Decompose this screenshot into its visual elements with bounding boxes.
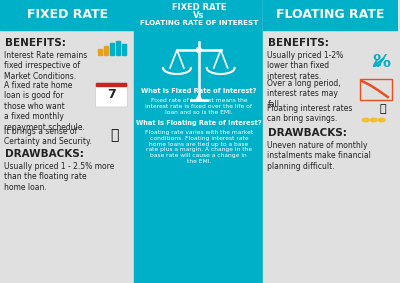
Text: Floating rate varies with the market
conditions. Floating interest rate
home loa: Floating rate varies with the market con… bbox=[145, 130, 253, 164]
Text: FIXED RATE: FIXED RATE bbox=[172, 3, 226, 12]
Text: %: % bbox=[373, 53, 391, 71]
Text: Interest Rate remains
fixed irrespective of
Market Conditions.: Interest Rate remains fixed irrespective… bbox=[4, 51, 87, 81]
Bar bbox=[104, 46, 108, 55]
Text: DRAWBACKS:: DRAWBACKS: bbox=[268, 128, 347, 138]
Text: Floating interest rates
can bring savings.: Floating interest rates can bring saving… bbox=[268, 104, 353, 123]
Ellipse shape bbox=[370, 118, 377, 122]
Bar bbox=[0, 0, 134, 30]
Text: Fixed rate of interest means the
interest rate is fixed over the life of
loan an: Fixed rate of interest means the interes… bbox=[145, 98, 252, 115]
Bar bbox=[0, 0, 134, 283]
Text: It brings a sense of
Certainty and Security.: It brings a sense of Certainty and Secur… bbox=[4, 127, 92, 146]
Text: FLOATING RATE OF INTEREST: FLOATING RATE OF INTEREST bbox=[140, 20, 258, 26]
Text: BENEFITS:: BENEFITS: bbox=[5, 38, 66, 48]
Text: BENEFITS:: BENEFITS: bbox=[268, 38, 329, 48]
Bar bbox=[116, 41, 120, 55]
Bar bbox=[134, 0, 264, 283]
Text: Usually priced 1 - 2.5% more
than the floating rate
home loan.: Usually priced 1 - 2.5% more than the fl… bbox=[4, 162, 114, 192]
Text: What is Fixed Rate of Interest?: What is Fixed Rate of Interest? bbox=[141, 88, 256, 94]
Text: What is Floating Rate of Interest?: What is Floating Rate of Interest? bbox=[136, 120, 262, 126]
Bar bbox=[264, 0, 398, 30]
Ellipse shape bbox=[362, 118, 369, 122]
Bar bbox=[264, 0, 398, 283]
Bar bbox=[360, 79, 392, 100]
Ellipse shape bbox=[196, 48, 201, 53]
Text: FIXED RATE: FIXED RATE bbox=[26, 8, 108, 22]
Ellipse shape bbox=[378, 118, 385, 122]
Text: 👤: 👤 bbox=[380, 104, 386, 114]
Text: A fixed rate home
loan is good for
those who want
a fixed monthly
repayment sche: A fixed rate home loan is good for those… bbox=[4, 81, 85, 132]
Text: Usually priced 1-2%
lower than fixed
interest rates.: Usually priced 1-2% lower than fixed int… bbox=[268, 51, 344, 81]
Text: DRAWBACKS:: DRAWBACKS: bbox=[5, 149, 84, 159]
Text: Over a long period,
interest rates may
fall.: Over a long period, interest rates may f… bbox=[268, 79, 341, 109]
Text: Vs: Vs bbox=[193, 10, 204, 20]
Bar bbox=[96, 83, 126, 86]
Text: Uneven nature of monthly
instalments make financial
planning difficult.: Uneven nature of monthly instalments mak… bbox=[268, 141, 371, 171]
Bar bbox=[110, 43, 114, 55]
Text: 7: 7 bbox=[107, 89, 116, 102]
Bar bbox=[98, 49, 102, 55]
Text: 🔒: 🔒 bbox=[110, 128, 118, 142]
Text: FLOATING RATE: FLOATING RATE bbox=[276, 8, 385, 22]
Polygon shape bbox=[196, 95, 202, 100]
Bar bbox=[122, 44, 126, 55]
FancyBboxPatch shape bbox=[96, 83, 127, 107]
